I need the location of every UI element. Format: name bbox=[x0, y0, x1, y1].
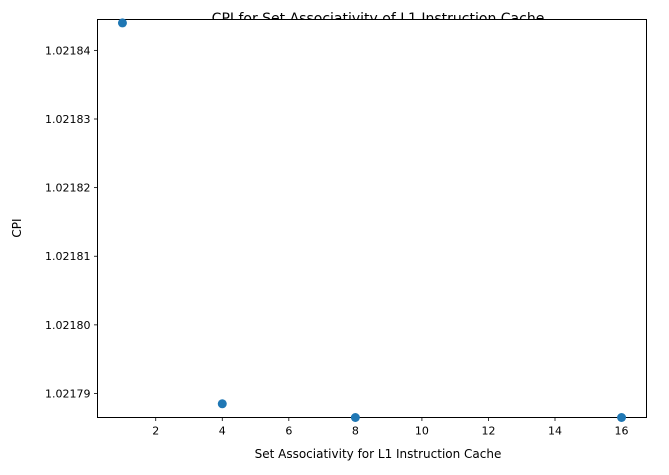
x-tick-label: 10 bbox=[415, 425, 429, 438]
x-tick-label: 14 bbox=[548, 425, 562, 438]
data-point bbox=[617, 413, 627, 422]
y-axis-ticks: 1.02179 1.02180 1.02181 1.02182 1.02183 1.021… bbox=[45, 44, 98, 400]
x-tick-label: 16 bbox=[615, 425, 629, 438]
x-tick-label: 4 bbox=[219, 425, 226, 438]
x-axis-label: Set Associativity for L1 Instruction Cac… bbox=[255, 447, 502, 461]
y-tick-label: 1.02179 bbox=[45, 387, 91, 400]
x-tick-label: 6 bbox=[285, 425, 292, 438]
y-tick-label: 1.02184 bbox=[45, 44, 91, 57]
data-point bbox=[217, 399, 227, 409]
data-points bbox=[117, 18, 627, 422]
y-axis-label: CPI bbox=[10, 218, 24, 237]
data-point bbox=[117, 18, 127, 28]
x-tick-label: 12 bbox=[481, 425, 495, 438]
y-tick-label: 1.02182 bbox=[45, 182, 91, 195]
y-tick-label: 1.02180 bbox=[45, 319, 91, 332]
x-tick-label: 8 bbox=[352, 425, 359, 438]
y-tick-label: 1.02181 bbox=[45, 250, 91, 263]
y-tick-label: 1.02183 bbox=[45, 113, 91, 126]
x-axis-ticks: 2 4 6 8 10 12 14 16 bbox=[152, 417, 629, 438]
data-point bbox=[350, 413, 360, 422]
x-tick-label: 2 bbox=[152, 425, 159, 438]
plot-area bbox=[97, 19, 647, 418]
